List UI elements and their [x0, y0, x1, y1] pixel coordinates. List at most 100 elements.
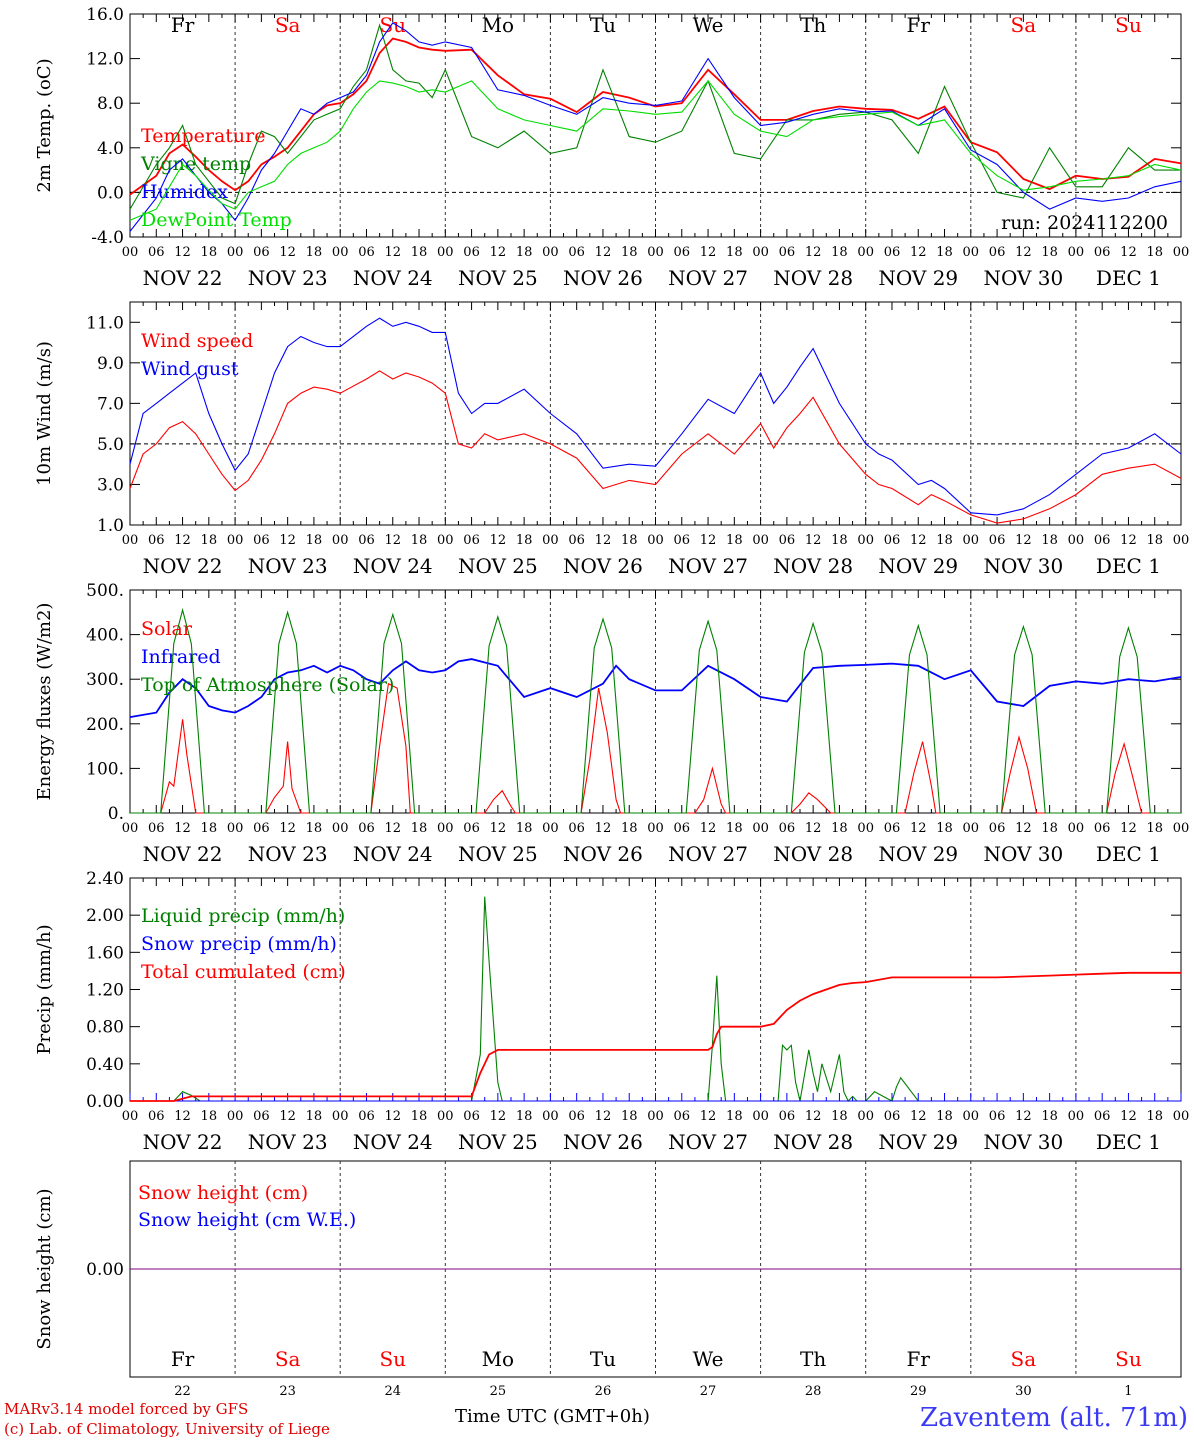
- hour-tick-label: 18: [936, 1109, 953, 1124]
- hour-tick-label: 18: [411, 533, 428, 548]
- day-number: 24: [384, 1384, 401, 1399]
- hour-tick-label: 12: [910, 821, 927, 836]
- hour-tick-label: 12: [174, 533, 191, 548]
- day-name: Tu: [590, 1347, 616, 1371]
- date-label: NOV 29: [878, 554, 958, 578]
- hour-tick-label: 12: [490, 245, 507, 260]
- hour-tick-label: 00: [647, 245, 664, 260]
- hour-tick-label: 06: [358, 821, 375, 836]
- hour-tick-label: 06: [1094, 533, 1111, 548]
- date-label: NOV 25: [458, 1130, 538, 1154]
- hour-tick-label: 00: [752, 533, 769, 548]
- legend-entry: Snow height (cm W.E.): [138, 1209, 356, 1231]
- hour-tick-label: 18: [201, 245, 218, 260]
- panel-frame: [129, 301, 1182, 526]
- hour-tick-label: 06: [568, 245, 585, 260]
- y-tick-label: 9.0: [97, 354, 124, 374]
- panel-3: 0. 100. 200. 300. 400. 500. Energy fluxes (W/m…: [34, 581, 1189, 866]
- y-axis-label: Precip (mm/h): [34, 924, 55, 1054]
- hour-tick-label: 12: [700, 533, 717, 548]
- hour-tick-label: 00: [437, 821, 454, 836]
- hour-tick-label: 18: [306, 533, 323, 548]
- hour-tick-label: 18: [201, 821, 218, 836]
- hour-tick-label: 18: [516, 245, 533, 260]
- hour-tick-label: 18: [936, 821, 953, 836]
- date-label: NOV 22: [143, 554, 223, 578]
- date-label: NOV 29: [878, 266, 958, 290]
- hour-tick-label: 18: [306, 1109, 323, 1124]
- hour-tick-label: 00: [332, 533, 349, 548]
- panel-5: 0.00 Snow height (cm) Fr Sa Su Mo Tu We Th Fr Sa Su…: [34, 1160, 1182, 1399]
- hour-tick-label: 18: [726, 1109, 743, 1124]
- series-line: [129, 370, 1182, 524]
- date-label: NOV 29: [878, 1130, 958, 1154]
- date-label: NOV 25: [458, 266, 538, 290]
- station-label: Zaventem (alt. 71m): [920, 1403, 1188, 1433]
- date-label: NOV 27: [668, 1130, 748, 1154]
- series-line: [129, 317, 1182, 516]
- hour-tick-label: 18: [1041, 821, 1058, 836]
- y-tick-label: 4.0: [97, 139, 124, 159]
- day-name: Su: [379, 13, 406, 37]
- y-tick-label: 8.0: [97, 94, 124, 114]
- y-tick-label: 1.20: [86, 981, 124, 1001]
- hour-tick-label: 06: [884, 821, 901, 836]
- hour-tick-label: 06: [463, 533, 480, 548]
- hour-tick-label: 00: [647, 821, 664, 836]
- hour-tick-label: 06: [989, 821, 1006, 836]
- hour-tick-label: 00: [963, 821, 980, 836]
- series-line: [130, 607, 1181, 814]
- hour-tick-label: 18: [516, 533, 533, 548]
- date-label: NOV 30: [983, 842, 1063, 866]
- hour-tick-label: 00: [122, 821, 139, 836]
- y-tick-label: 0.0: [97, 183, 124, 203]
- hour-tick-label: 06: [148, 245, 165, 260]
- series-line: [129, 22, 1182, 232]
- hour-tick-label: 00: [752, 1109, 769, 1124]
- hour-tick-label: 12: [1120, 245, 1137, 260]
- hour-tick-label: 06: [779, 533, 796, 548]
- y-tick-label: 7.0: [97, 394, 124, 414]
- hour-tick-label: 12: [1015, 821, 1032, 836]
- y-tick-label: 0.00: [86, 1092, 124, 1112]
- hour-tick-label: 18: [831, 1109, 848, 1124]
- hour-tick-label: 06: [148, 1109, 165, 1124]
- hour-tick-label: 00: [1173, 821, 1190, 836]
- hour-tick-label: 00: [857, 821, 874, 836]
- y-tick-label: 0.00: [86, 1260, 124, 1280]
- hour-tick-label: 00: [227, 1109, 244, 1124]
- hour-tick-label: 18: [1146, 1109, 1163, 1124]
- date-label: NOV 28: [773, 554, 853, 578]
- day-name: Fr: [171, 13, 195, 37]
- hour-tick-label: 18: [621, 533, 638, 548]
- hour-tick-label: 00: [542, 245, 559, 260]
- day-number: 30: [1015, 1384, 1032, 1399]
- day-name: We: [693, 1347, 724, 1371]
- y-tick-label: 0.80: [86, 1018, 124, 1038]
- hour-tick-label: 00: [122, 245, 139, 260]
- date-label: DEC 1: [1096, 842, 1161, 866]
- hour-tick-label: 18: [726, 533, 743, 548]
- hour-tick-label: 12: [490, 821, 507, 836]
- hour-tick-label: 00: [963, 245, 980, 260]
- hour-tick-label: 18: [516, 1109, 533, 1124]
- hour-tick-label: 06: [253, 245, 270, 260]
- hour-tick-label: 18: [831, 245, 848, 260]
- legend-entry: Wind gust: [141, 358, 239, 380]
- date-label: NOV 27: [668, 842, 748, 866]
- day-number: 23: [279, 1384, 296, 1399]
- day-number: 26: [595, 1384, 612, 1399]
- hour-tick-label: 18: [201, 1109, 218, 1124]
- hour-tick-label: 06: [779, 1109, 796, 1124]
- hour-tick-label: 06: [989, 245, 1006, 260]
- panel-frame: [129, 589, 1182, 814]
- day-name: Fr: [171, 1347, 195, 1371]
- day-name: Su: [379, 1347, 406, 1371]
- day-name: Th: [800, 1347, 826, 1371]
- hour-tick-label: 00: [1068, 245, 1085, 260]
- hour-tick-label: 00: [542, 533, 559, 548]
- hour-tick-label: 06: [463, 1109, 480, 1124]
- hour-tick-label: 18: [621, 245, 638, 260]
- date-label: NOV 30: [983, 1130, 1063, 1154]
- hour-tick-label: 00: [542, 821, 559, 836]
